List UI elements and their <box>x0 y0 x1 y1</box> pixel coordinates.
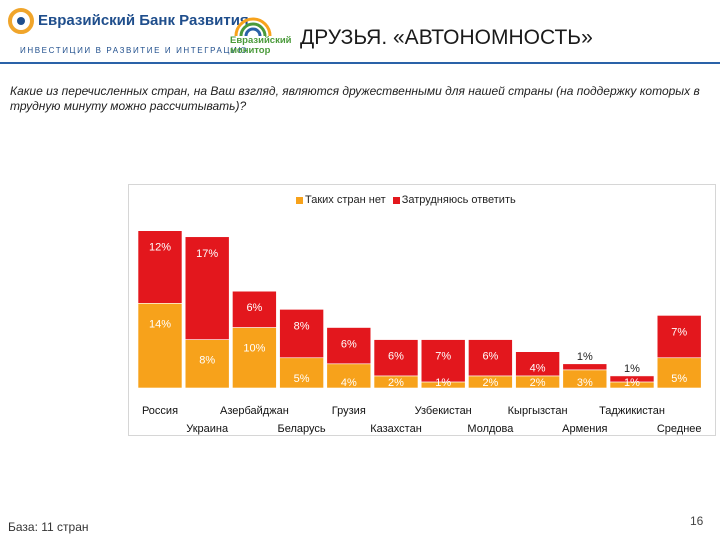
legend-swatch-none <box>296 196 303 204</box>
page-title: ДРУЗЬЯ. «АВТОНОМНОСТЬ» <box>300 26 593 49</box>
legend-label-none: Таких стран нет <box>305 194 386 206</box>
survey-question: Какие из перечисленных стран, на Ваш взг… <box>10 84 700 113</box>
data-label-none-4: 4% <box>341 377 357 389</box>
data-label-unsure-9: 1% <box>577 351 593 363</box>
data-label-unsure-4: 6% <box>341 339 357 351</box>
chart-legend: Таких стран нет Затрудняюсь ответить <box>296 194 520 206</box>
category-label-2: Азербайджан <box>220 405 289 417</box>
category-label-9: Армения <box>562 423 607 435</box>
data-label-none-2: 10% <box>243 343 265 355</box>
data-label-none-10: 1% <box>624 377 640 389</box>
data-label-none-5: 2% <box>388 377 404 389</box>
category-label-8: Кыргызстан <box>508 405 568 417</box>
bar-segment-unsure-5 <box>373 339 419 377</box>
data-label-none-1: 8% <box>199 355 215 367</box>
category-label-0: Россия <box>142 405 178 417</box>
data-label-none-7: 2% <box>482 377 498 389</box>
category-label-10: Таджикистан <box>599 405 665 417</box>
data-label-unsure-6: 7% <box>435 351 451 363</box>
category-label-7: Молдова <box>467 423 514 435</box>
data-label-unsure-7: 6% <box>482 351 498 363</box>
category-label-3: Беларусь <box>278 423 326 435</box>
data-label-none-9: 3% <box>577 377 593 389</box>
legend-entry-unsure: Затрудняюсь ответить <box>392 194 516 206</box>
bank-tagline: ИНВЕСТИЦИИ В РАЗВИТИЕ И ИНТЕГРАЦИЮ <box>20 46 249 55</box>
footer-base-note: База: 11 стран <box>8 520 89 534</box>
bar-segment-none-4 <box>326 363 372 389</box>
category-label-5: Казахстан <box>370 423 422 435</box>
bank-name: Евразийский Банк Развития <box>38 12 249 29</box>
bar-segment-unsure-7 <box>468 339 513 377</box>
category-label-4: Грузия <box>332 405 366 417</box>
data-label-unsure-2: 6% <box>246 302 262 314</box>
bar-segment-none-2 <box>232 327 277 389</box>
bar-segment-unsure-3 <box>279 309 324 359</box>
legend-entry-none: Таких стран нет <box>296 194 386 206</box>
bar-segment-unsure-10 <box>609 375 655 383</box>
legend-swatch-unsure <box>392 196 400 204</box>
data-label-unsure-3: 8% <box>294 320 310 332</box>
data-label-unsure-11: 7% <box>671 326 687 338</box>
bar-segment-unsure-1 <box>184 236 230 340</box>
legend-label-unsure: Затрудняюсь ответить <box>401 194 516 206</box>
eurasian-monitor-logo: Евразийский монитор <box>230 12 300 56</box>
data-label-unsure-5: 6% <box>388 351 404 363</box>
bar-segment-unsure-4 <box>326 327 372 365</box>
data-label-none-3: 5% <box>294 373 310 385</box>
chart-frame <box>128 184 716 436</box>
bar-segment-unsure-8 <box>515 351 560 377</box>
category-label-11: Среднее <box>657 423 702 435</box>
bar-segment-unsure-11 <box>656 315 702 359</box>
category-label-6: Узбекистан <box>415 405 472 417</box>
monitor-line-1: Евразийский <box>230 35 292 46</box>
bar-segment-unsure-6 <box>420 339 466 383</box>
bar-segment-none-11 <box>656 357 702 389</box>
bank-emblem-icon <box>8 8 34 34</box>
bar-segment-unsure-2 <box>232 290 277 328</box>
data-label-none-0: 14% <box>149 318 171 330</box>
bar-segment-none-0 <box>137 302 183 389</box>
page-number: 16 <box>690 514 704 528</box>
bar-segment-unsure-9 <box>562 363 608 371</box>
rainbow-arc-icon <box>234 17 272 37</box>
data-label-unsure-0: 12% <box>149 242 171 254</box>
data-label-unsure-10: 1% <box>624 363 640 375</box>
data-label-unsure-8: 4% <box>530 363 546 375</box>
bar-segment-none-3 <box>279 357 324 389</box>
bar-segment-unsure-0 <box>137 230 183 304</box>
eurasian-bank-logo: Евразийский Банк Развития ИНВЕСТИЦИИ В Р… <box>8 6 249 56</box>
header-divider <box>0 62 720 64</box>
data-label-none-8: 2% <box>530 377 546 389</box>
data-label-none-6: 1% <box>435 377 451 389</box>
monitor-line-2: монитор <box>230 45 271 56</box>
data-label-none-11: 5% <box>671 373 687 385</box>
data-label-unsure-1: 17% <box>196 248 218 260</box>
category-label-1: Украина <box>186 423 229 435</box>
